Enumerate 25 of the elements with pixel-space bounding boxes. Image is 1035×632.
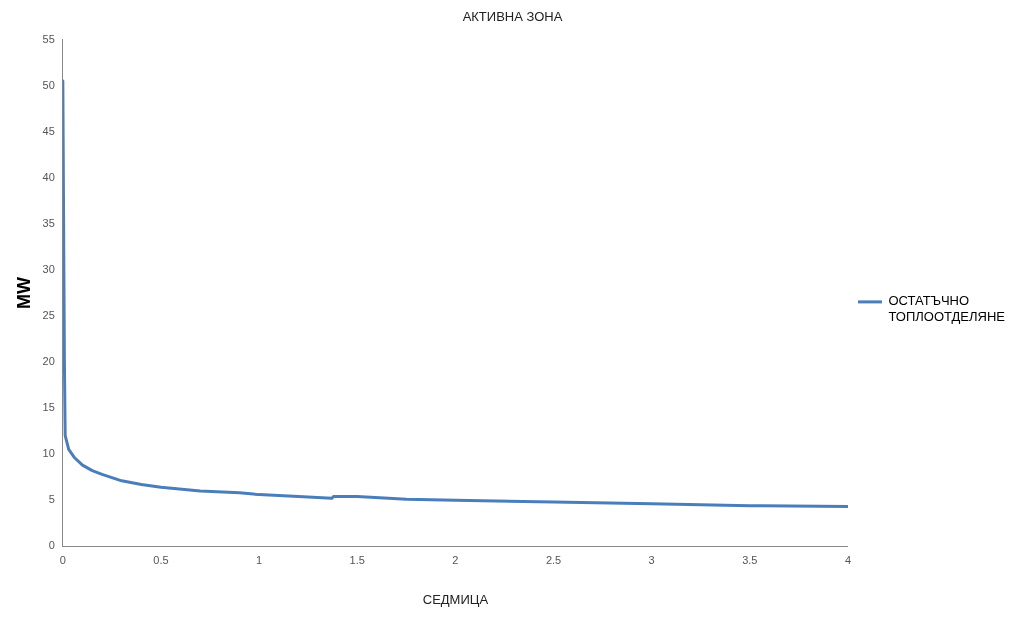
y-tick-label: 40 xyxy=(42,170,55,183)
x-tick-label: 3.5 xyxy=(742,553,758,566)
y-tick-label: 20 xyxy=(42,355,55,368)
y-tick-label: 25 xyxy=(42,308,55,321)
x-tick-label: 1 xyxy=(256,553,263,566)
x-tick-label: 3 xyxy=(648,553,655,566)
y-tick-label: 5 xyxy=(48,493,55,506)
x-axis-title: СЕДМИЦА xyxy=(422,591,489,607)
chart-title: АКТИВНА ЗОНА xyxy=(462,9,563,25)
y-tick-label: 55 xyxy=(42,32,55,45)
y-axis-title: MW xyxy=(13,276,34,309)
x-tick-label: 4 xyxy=(844,553,852,566)
y-tick-label: 10 xyxy=(42,447,55,460)
x-tick-label: 2.5 xyxy=(545,553,562,566)
y-tick-label: 15 xyxy=(42,401,55,414)
x-tick-label: 0 xyxy=(59,553,66,566)
x-tick-label: 2 xyxy=(452,553,459,566)
y-tick-label: 35 xyxy=(42,216,55,229)
y-tick-label: 45 xyxy=(42,124,55,137)
legend-label: ОСТАТЪЧНО ТОПЛООТДЕЛЯНЕ xyxy=(888,293,1006,325)
y-tick-label: 30 xyxy=(42,262,55,275)
y-tick-label: 50 xyxy=(42,78,55,91)
x-tick-label: 0.5 xyxy=(153,553,169,566)
y-tick-label: 0 xyxy=(48,539,55,552)
x-tick-label: 1.5 xyxy=(349,553,365,566)
